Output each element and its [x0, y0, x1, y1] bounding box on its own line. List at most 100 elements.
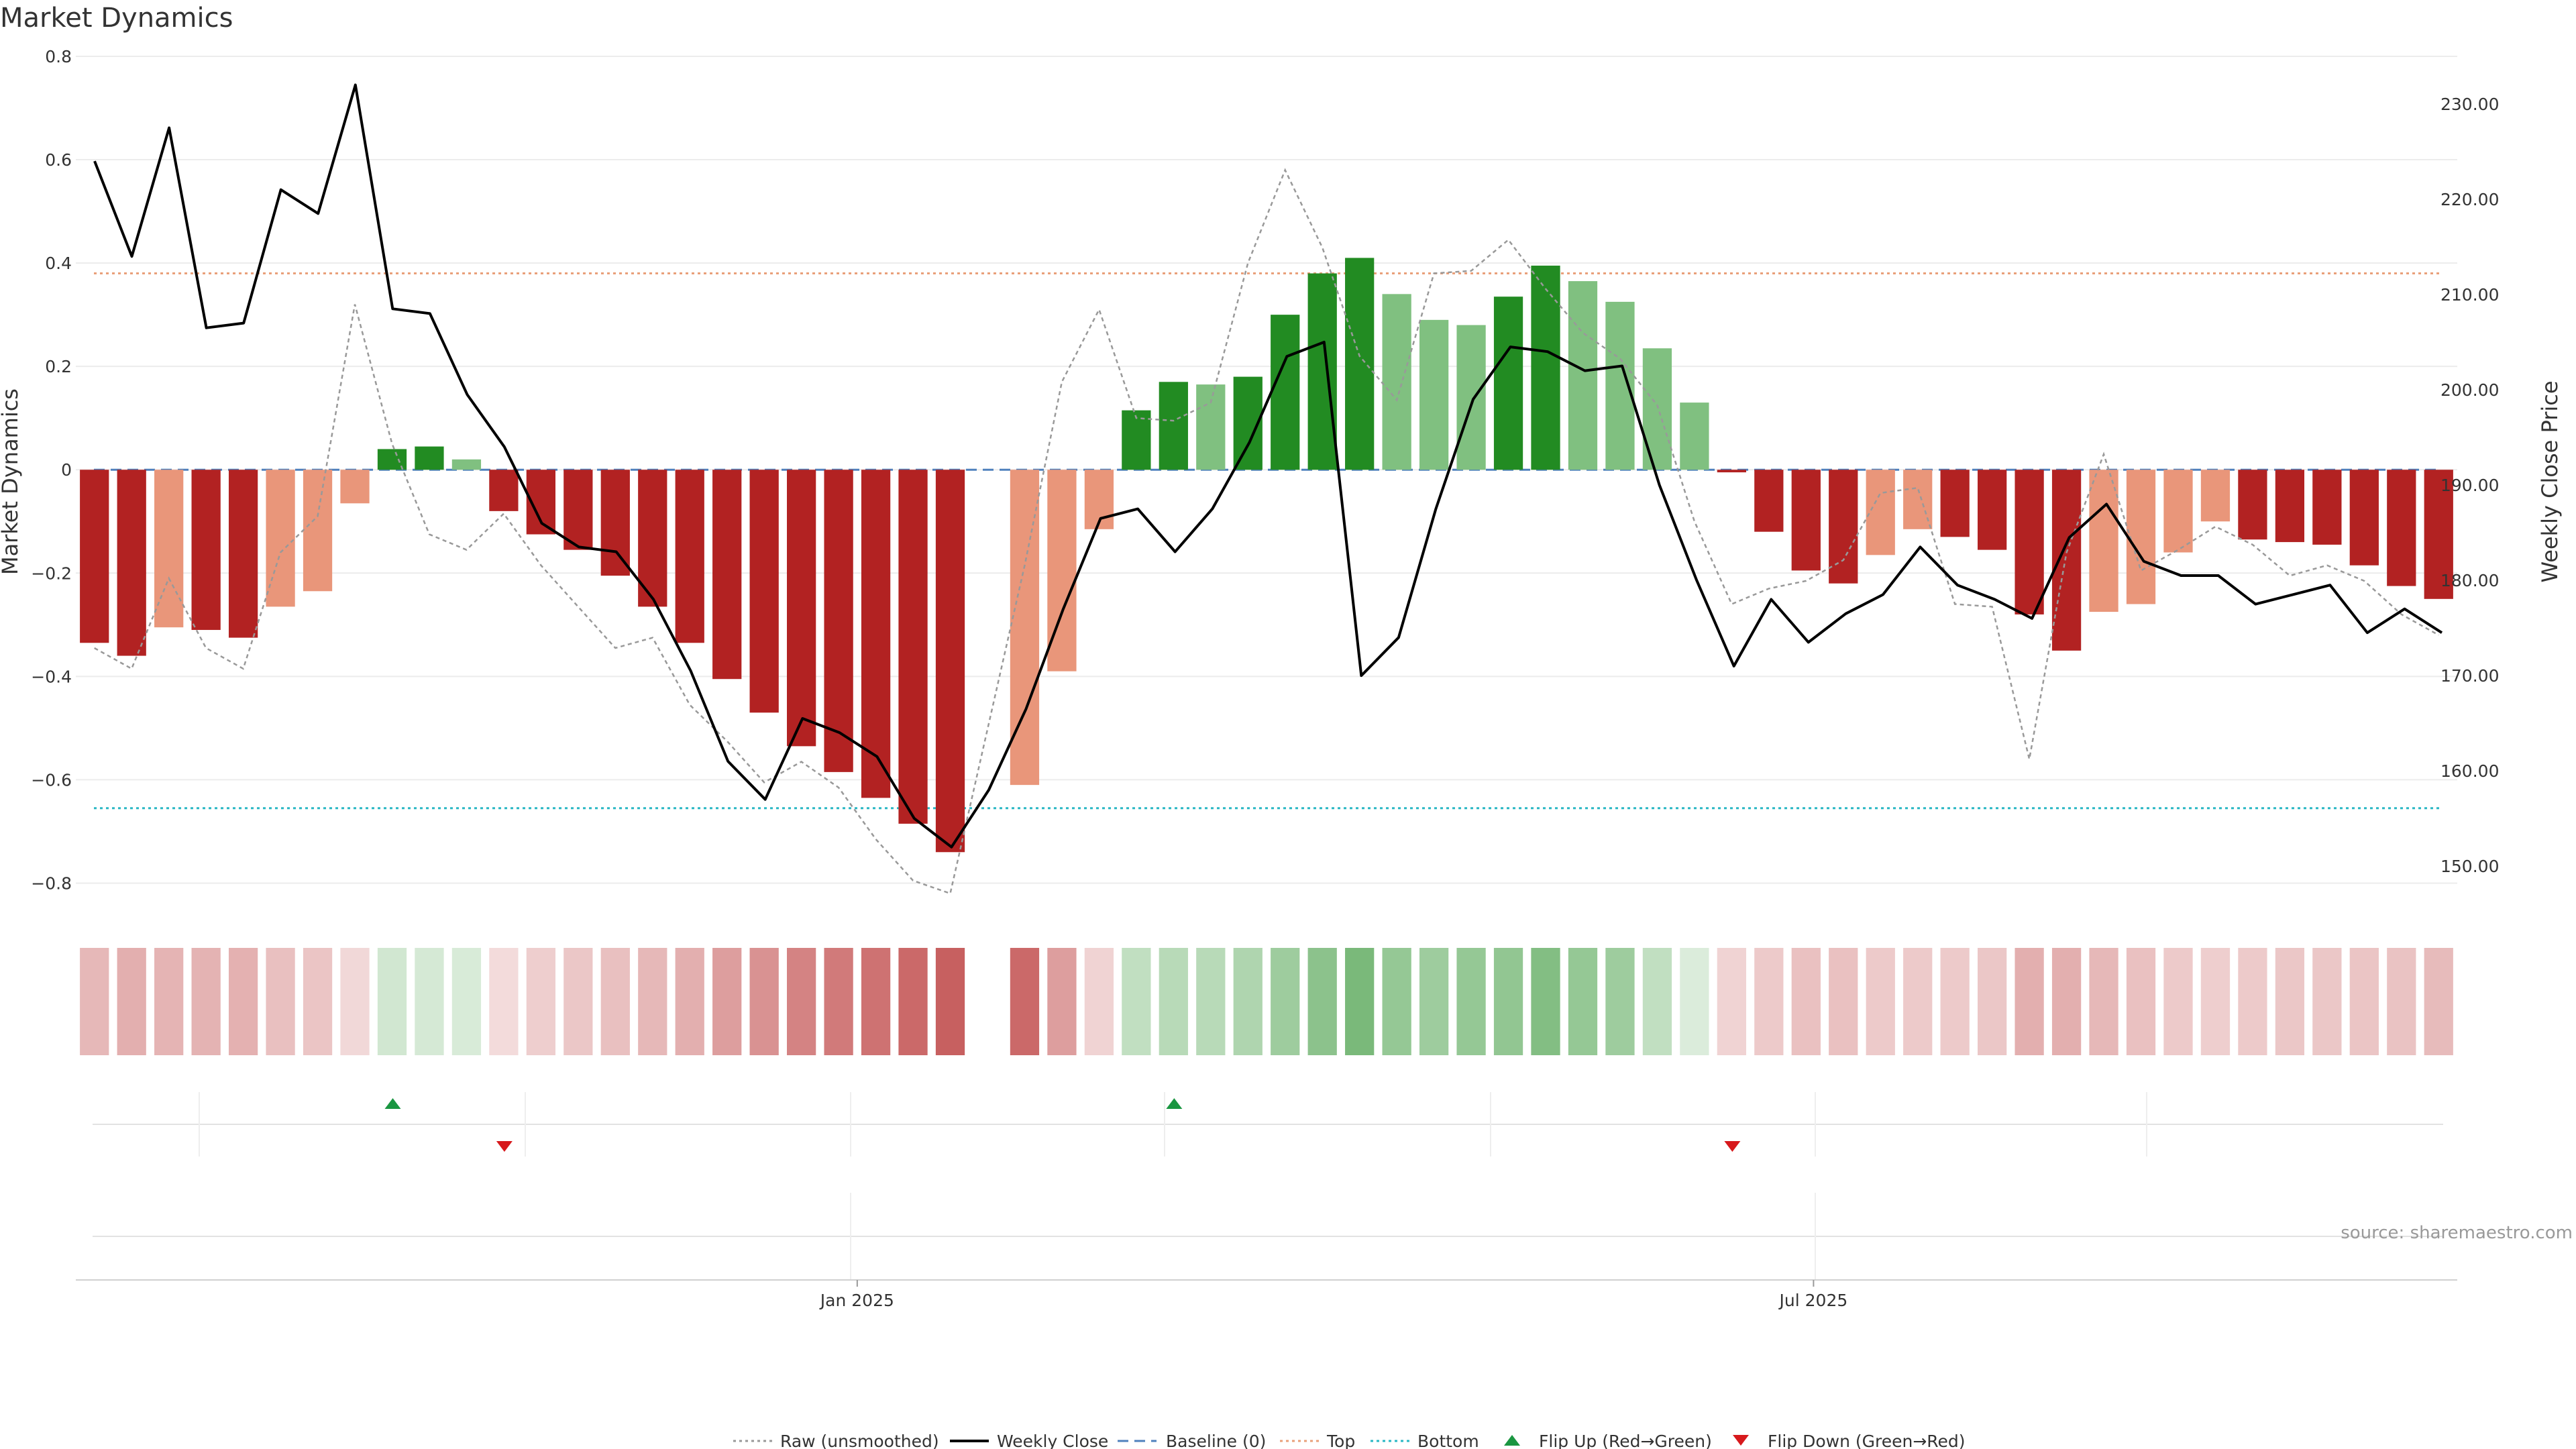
strength-cell [1271, 948, 1300, 1055]
reference-lines [94, 272, 2442, 810]
strength-cell [451, 948, 482, 1055]
md-bar [2051, 470, 2082, 651]
strength-cell [712, 948, 742, 1055]
flip-down-marker [1724, 1141, 1741, 1152]
strength-cell [1754, 948, 1784, 1055]
legend-label: Bottom [1417, 1432, 1479, 1449]
md-bar [1866, 470, 1895, 555]
md-bar [1791, 470, 1821, 571]
y-tick-label: 0.8 [45, 47, 72, 66]
strength-cell [191, 948, 221, 1055]
strength-cell [80, 948, 109, 1055]
strength-cell [1307, 948, 1337, 1055]
y-tick-label: 0.4 [45, 254, 72, 273]
strength-cell [489, 948, 519, 1055]
md-bar [2238, 470, 2267, 540]
legend: Raw (unsmoothed) Weekly Close Baseline (0)… [733, 1432, 1966, 1449]
strength-cell [1829, 948, 1858, 1055]
strength-cell [1010, 948, 1040, 1055]
md-bar [898, 470, 928, 824]
md-bar [1307, 273, 1337, 470]
strength-cell [228, 948, 258, 1055]
strength-cell [340, 948, 370, 1055]
strength-cell [1866, 948, 1895, 1055]
legend-label: Flip Up (Red→Green) [1539, 1432, 1712, 1449]
y2-tick-label: 200.00 [2440, 380, 2499, 400]
strength-cell [2312, 948, 2342, 1055]
strength-cell [898, 948, 928, 1055]
strength-cell [2126, 948, 2156, 1055]
md-bar [1419, 319, 1449, 470]
y-tick-label: −0.6 [31, 770, 72, 790]
md-bar [191, 470, 221, 631]
bars [80, 258, 2453, 853]
md-bar [451, 459, 482, 470]
md-bar [2089, 470, 2118, 612]
strength-cell [2238, 948, 2267, 1055]
strength-cell [2424, 948, 2453, 1055]
md-bar [228, 470, 258, 638]
md-bar [1196, 384, 1226, 470]
md-bar [415, 446, 444, 470]
strength-cell [2200, 948, 2231, 1055]
md-bar [2015, 470, 2044, 614]
legend-label: Baseline (0) [1166, 1432, 1266, 1449]
legend-label: Weekly Close [997, 1432, 1108, 1449]
strength-cell [1531, 948, 1560, 1055]
y2-axis-ticks: 230.00 220.00 210.00 200.00 190.00 180.00 170.… [2440, 95, 2499, 876]
y-tick-label: −0.8 [31, 873, 72, 893]
y2-tick-label: 170.00 [2440, 666, 2499, 686]
md-bar [266, 470, 295, 607]
strength-cell [377, 948, 407, 1055]
y-tick-label: −0.4 [31, 667, 72, 686]
strength-cell [1159, 948, 1188, 1055]
md-bar [1940, 470, 1970, 537]
md-bar [1754, 470, 1784, 532]
md-bar [2200, 470, 2231, 522]
strength-cell [117, 948, 146, 1055]
legend-label: Raw (unsmoothed) [780, 1432, 939, 1449]
source-note: source: sharemaestro.com [2341, 1223, 2573, 1243]
x-axis: Jan 2025 Jul 2025 [76, 1279, 2457, 1310]
strength-cell [1345, 948, 1375, 1055]
strength-cell [564, 948, 593, 1055]
strength-cell [2349, 948, 2379, 1055]
strength-cell [526, 948, 555, 1055]
md-bar [1829, 470, 1858, 584]
strength-cell [1122, 948, 1151, 1055]
md-bar [787, 470, 816, 747]
y2-tick-label: 220.00 [2440, 190, 2499, 209]
strength-cell [1047, 948, 1077, 1055]
md-bar [1717, 470, 1746, 473]
md-bar [2424, 470, 2453, 599]
y-axis-title: Market Dynamics [0, 388, 23, 575]
y2-tick-label: 230.00 [2440, 95, 2499, 114]
flip-down-marker [496, 1141, 513, 1152]
md-bar [1605, 301, 1635, 470]
strength-cell [1196, 948, 1226, 1055]
strength-cell [266, 948, 295, 1055]
strength-cell [1978, 948, 2007, 1055]
strength-cell [2089, 948, 2118, 1055]
strength-cell [1680, 948, 1709, 1055]
y2-tick-label: 180.00 [2440, 571, 2499, 590]
md-bar [2275, 470, 2305, 543]
strength-strip [80, 948, 2453, 1055]
strength-cell [1642, 948, 1672, 1055]
strength-cell [749, 948, 779, 1055]
md-bar [2163, 470, 2193, 553]
strength-cell [600, 948, 630, 1055]
y-tick-label: 0.6 [45, 150, 72, 170]
legend-flip-up-swatch [1504, 1435, 1520, 1446]
md-bar [117, 470, 146, 656]
strength-cell [2051, 948, 2082, 1055]
strength-cell [1419, 948, 1449, 1055]
series-lines [93, 83, 2443, 895]
md-bar [749, 470, 779, 713]
weekly-close-line [93, 83, 2443, 849]
strength-cell [861, 948, 891, 1055]
md-bar [154, 470, 184, 628]
md-bar [303, 470, 333, 592]
strength-cell [638, 948, 667, 1055]
